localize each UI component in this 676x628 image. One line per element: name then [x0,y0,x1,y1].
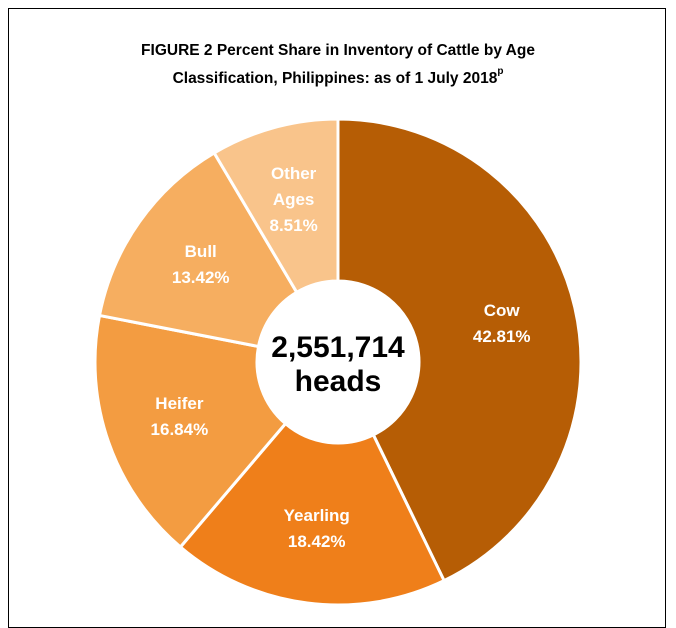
title-text: Classification, Philippines: as of 1 Jul… [172,70,498,87]
donut-slice [93,313,288,550]
title-line: FIGURE 2 Percent Share in Inventory of C… [141,42,535,59]
slice-label: Bull 13.42% [156,239,246,291]
category-label: Yearling [283,505,350,525]
donut-slice [178,421,447,607]
value-label: 16.84% [150,420,209,440]
donut-slice [336,117,583,583]
donut [93,117,583,607]
slice-label: Cow 42.81% [457,298,547,350]
category-label: Heifer [155,394,204,414]
category-label: Other Ages [270,163,317,209]
value-label: 42.81% [472,327,531,347]
chart: FIGURE 2 Percent Share in Inventory of C… [0,8,676,628]
center-text: 2,551,714 [271,331,405,364]
donut-slice [212,117,340,295]
slice-label: Heifer 16.84% [134,391,224,443]
value-label: 8.51% [269,215,318,235]
title-superscript: p [497,66,504,77]
category-label: Cow [483,301,520,321]
slice-label: Other Ages 8.51% [264,161,324,239]
donut-slice [97,150,299,349]
value-label: 18.42% [287,531,346,551]
slice-label: Yearling 18.42% [272,503,362,555]
title-line: Classification, Philippines: as of 1 Jul… [0,66,676,88]
category-label: Bull [184,242,217,262]
value-label: 13.42% [171,268,230,288]
center-text: heads [294,365,382,398]
